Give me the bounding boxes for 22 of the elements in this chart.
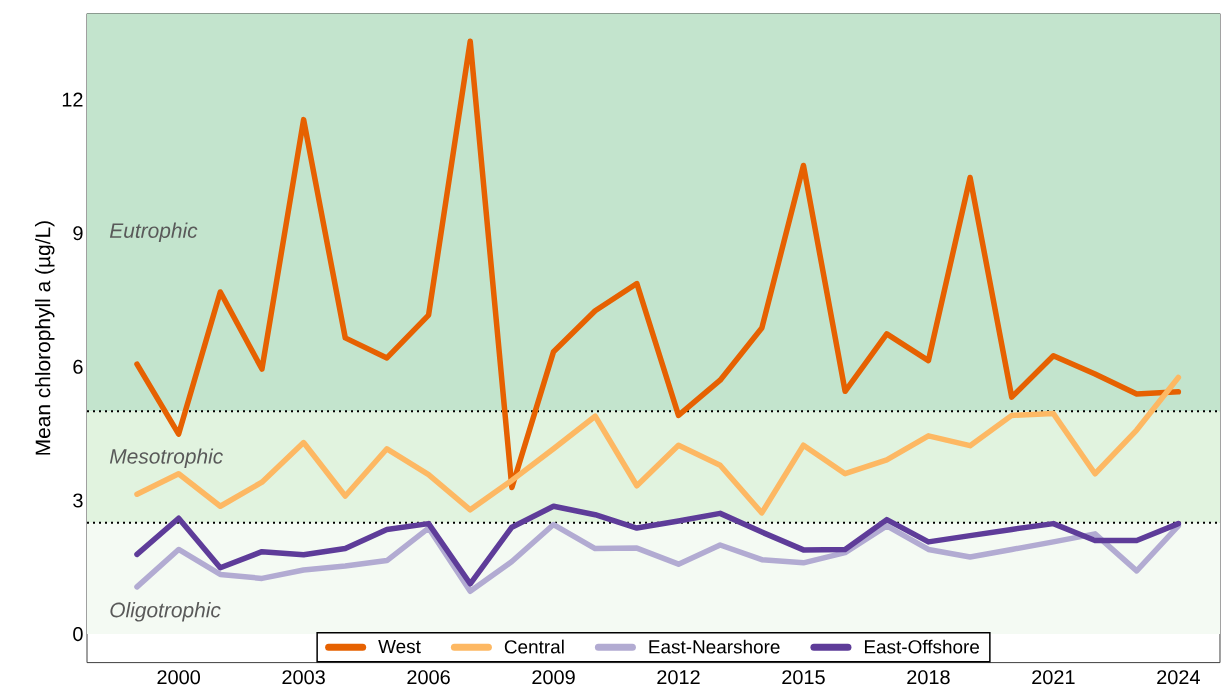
x-tick-label: 2000 xyxy=(157,670,201,685)
band-label: Eutrophic xyxy=(109,222,198,243)
y-tick-label: 9 xyxy=(73,226,83,241)
legend-label: East-Offshore xyxy=(864,639,980,654)
band-label: Oligotrophic xyxy=(110,602,221,622)
x-tick-label: 2012 xyxy=(657,670,700,685)
y-axis-title: Mean chlorophyll a (µg/L) xyxy=(34,221,55,455)
legend-label: West xyxy=(378,640,421,654)
x-tick-label: 2009 xyxy=(532,670,575,685)
band-label: Mesotrophic xyxy=(109,448,223,468)
x-tick-label: 2018 xyxy=(907,670,950,685)
y-tick-label: 6 xyxy=(73,359,83,374)
legend-label: East-Nearshore xyxy=(649,639,780,654)
x-tick-label: 2024 xyxy=(1157,670,1200,685)
x-tick-label: 2003 xyxy=(282,670,325,685)
legend-label: Central xyxy=(504,639,564,654)
y-tick-label: 12 xyxy=(62,92,83,107)
y-tick-label: 0 xyxy=(73,627,83,642)
x-tick-label: 2006 xyxy=(407,670,450,685)
y-tick-label: 3 xyxy=(73,493,83,508)
x-tick-label: 2015 xyxy=(782,670,825,685)
x-tick-label: 2021 xyxy=(1032,670,1075,685)
